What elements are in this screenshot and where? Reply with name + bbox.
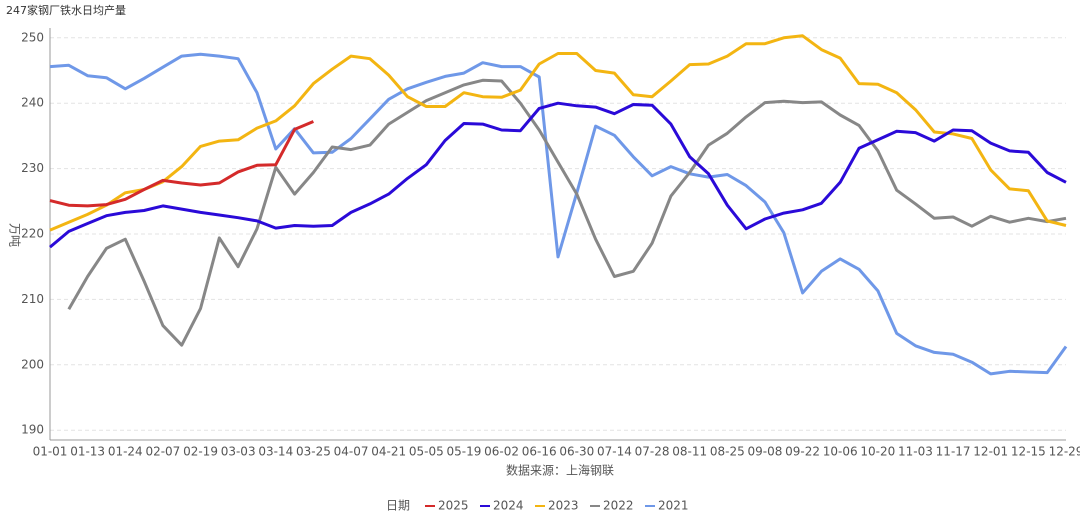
series-line: [49, 34, 1067, 232]
x-tick-label: 11-03: [898, 445, 933, 459]
x-tick-label: 03-14: [258, 445, 293, 459]
x-tick-label: 01-13: [70, 445, 105, 459]
x-tick-label: 07-28: [635, 445, 670, 459]
y-tick-label: 240: [21, 96, 44, 110]
x-tick-label: 12-29: [1049, 445, 1080, 459]
legend-label: 2023: [548, 499, 579, 513]
x-tick-label: 03-03: [221, 445, 256, 459]
x-tick-label: 10-20: [860, 445, 895, 459]
y-tick-label: 190: [21, 423, 44, 437]
x-tick-label: 01-01: [33, 445, 68, 459]
y-tick-label: 230: [21, 161, 44, 175]
x-tick-label: 06-16: [522, 445, 557, 459]
x-tick-label: 05-19: [446, 445, 481, 459]
x-tick-label: 09-22: [785, 445, 820, 459]
y-tick-label: 210: [21, 292, 44, 306]
series-line: [67, 78, 1067, 347]
series-line: [49, 101, 1067, 249]
legend-title: 日期: [386, 499, 410, 513]
y-tick-label: 250: [21, 30, 44, 44]
x-tick-label: 05-05: [409, 445, 444, 459]
x-tick-label: 03-25: [296, 445, 331, 459]
y-tick-label: 200: [21, 357, 44, 371]
x-tick-label: 01-24: [108, 445, 143, 459]
x-tick-label: 10-06: [823, 445, 858, 459]
y-tick-label: 220: [21, 227, 44, 241]
legend-label: 2021: [658, 499, 689, 513]
series-line: [49, 52, 1068, 376]
x-tick-label: 12-01: [973, 445, 1008, 459]
x-tick-label: 04-21: [371, 445, 406, 459]
x-tick-label: 08-11: [672, 445, 707, 459]
x-axis-label: 数据来源：上海钢联: [506, 463, 614, 478]
legend-label: 2024: [493, 499, 524, 513]
x-tick-label: 02-07: [145, 445, 180, 459]
x-tick-label: 07-14: [597, 445, 632, 459]
x-tick-label: 09-08: [748, 445, 783, 459]
y-axis-label: 万吨: [8, 223, 22, 247]
x-tick-label: 06-02: [484, 445, 519, 459]
series-line: [49, 120, 314, 208]
legend-label: 2025: [438, 499, 469, 513]
x-tick-label: 11-17: [936, 445, 971, 459]
x-tick-label: 06-30: [559, 445, 594, 459]
legend-label: 2022: [603, 499, 634, 513]
x-tick-label: 04-07: [334, 445, 369, 459]
x-tick-label: 12-15: [1011, 445, 1046, 459]
x-tick-label: 08-25: [710, 445, 745, 459]
x-tick-label: 02-19: [183, 445, 218, 459]
chart-title: 247家钢厂铁水日均产量: [6, 3, 126, 17]
